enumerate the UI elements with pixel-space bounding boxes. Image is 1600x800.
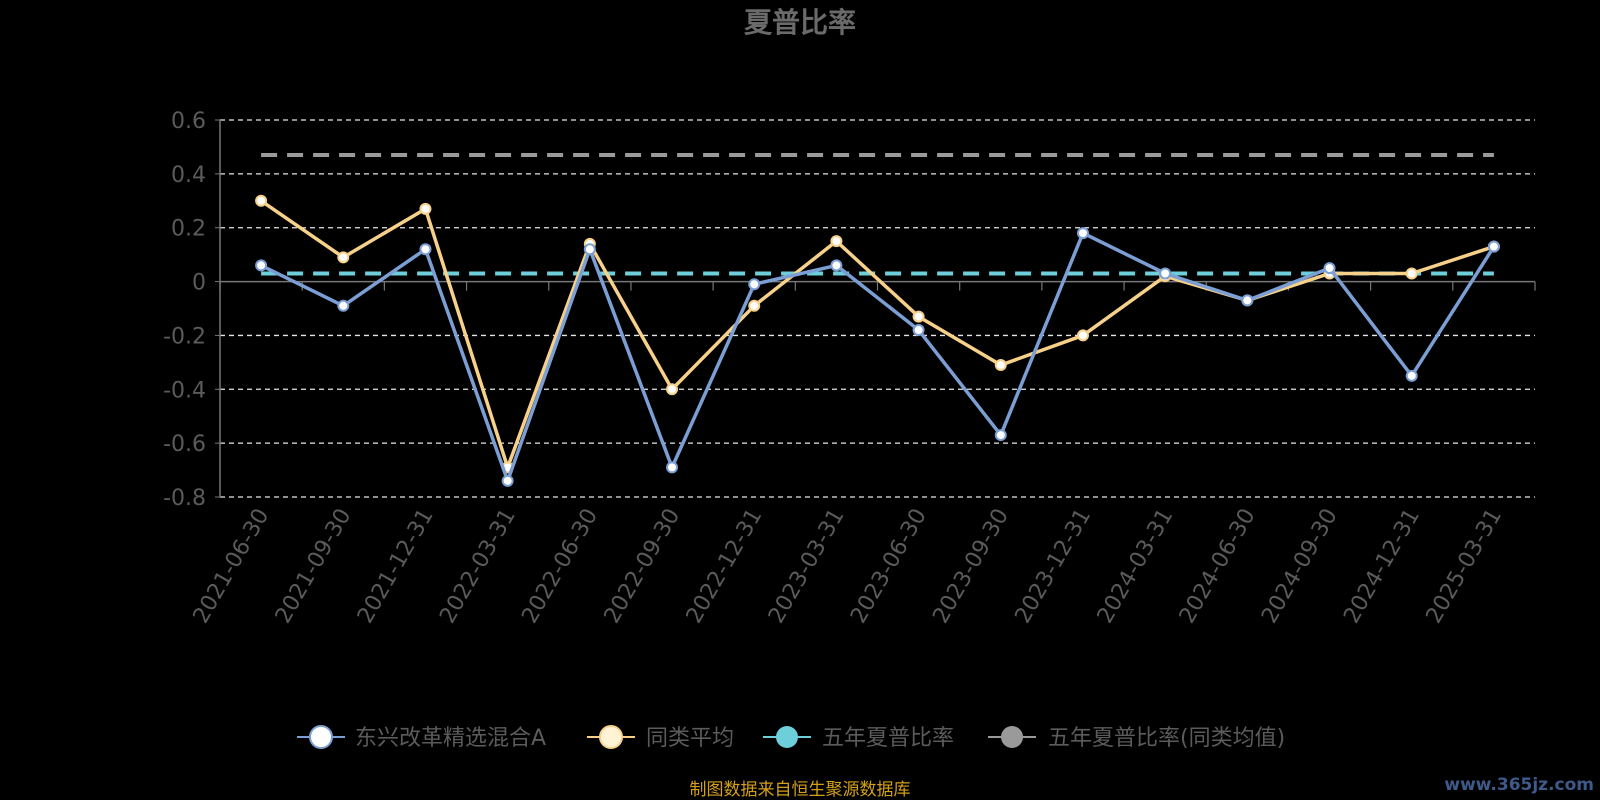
x-tick-label: 2023-12-31	[1011, 505, 1097, 628]
y-tick-label: -0.2	[163, 324, 206, 349]
legend-label-five-year-peer-sharpe: 五年夏普比率(同类均值)	[1048, 726, 1285, 751]
y-tick-label: 0.2	[171, 217, 206, 242]
x-tick-label: 2024-03-31	[1093, 505, 1179, 628]
x-tick-label: 2022-03-31	[435, 505, 521, 628]
legend-marker-five-year-peer-sharpe	[1001, 726, 1023, 748]
legend: 东兴改革精选混合A 同类平均 五年夏普比率 五年夏普比率(同类均值)	[297, 725, 1285, 751]
watermark: www.365jz.com	[1444, 775, 1594, 795]
legend-label-peer-average: 同类平均	[646, 726, 734, 751]
x-tick-label: 2021-12-31	[353, 505, 439, 628]
x-tick-label: 2021-06-30	[189, 505, 275, 628]
x-tick-label: 2022-09-30	[600, 505, 686, 628]
data-point[interactable]	[1076, 329, 1089, 342]
x-tick-label: 2024-09-30	[1257, 505, 1343, 628]
x-tick-label: 2025-03-31	[1422, 505, 1508, 628]
data-point[interactable]	[1405, 369, 1418, 382]
series-lines	[255, 194, 1500, 487]
data-point[interactable]	[1487, 240, 1500, 253]
y-tick-label: -0.8	[163, 486, 206, 511]
y-axis: 0.6 0.4 0.2 0 -0.2 -0.4 -0.6 -0.8	[163, 109, 221, 511]
legend-label-fund: 东兴改革精选混合A	[355, 726, 546, 751]
data-point[interactable]	[994, 429, 1007, 442]
legend-marker-five-year-sharpe	[776, 726, 798, 748]
x-tick-label: 2024-06-30	[1175, 505, 1261, 628]
chart-title: 夏普比率	[744, 6, 856, 39]
data-point[interactable]	[337, 299, 350, 312]
reference-lines	[261, 153, 1494, 276]
legend-marker-peer-average	[599, 725, 623, 749]
data-point[interactable]	[912, 310, 925, 323]
grid	[220, 119, 1535, 498]
y-tick-label: -0.4	[163, 378, 206, 403]
data-point[interactable]	[337, 251, 350, 264]
data-point[interactable]	[748, 278, 761, 291]
y-tick-label: 0.4	[171, 163, 206, 188]
data-point[interactable]	[830, 235, 843, 248]
y-tick-label: -0.6	[163, 432, 206, 457]
data-point[interactable]	[583, 243, 596, 256]
data-point[interactable]	[255, 259, 268, 272]
y-tick-label: 0	[192, 271, 206, 296]
x-tick-label: 2024-12-31	[1339, 505, 1425, 628]
data-point[interactable]	[1159, 267, 1172, 280]
legend-item-five-year-peer-sharpe[interactable]: 五年夏普比率(同类均值)	[988, 726, 1285, 751]
x-tick-label: 2023-06-30	[846, 505, 932, 628]
data-point[interactable]	[994, 359, 1007, 372]
data-point[interactable]	[255, 194, 268, 207]
x-tick-label: 2023-09-30	[928, 505, 1014, 628]
data-point[interactable]	[666, 461, 679, 474]
y-tick-label: 0.6	[171, 109, 206, 134]
data-point[interactable]	[1076, 227, 1089, 240]
data-point[interactable]	[1405, 267, 1418, 280]
x-tick-label: 2023-03-31	[764, 505, 850, 628]
legend-label-five-year-sharpe: 五年夏普比率	[822, 726, 954, 751]
series-line	[260, 231, 1496, 483]
legend-item-peer-average[interactable]: 同类平均	[587, 725, 734, 751]
legend-item-fund[interactable]: 东兴改革精选混合A	[297, 725, 546, 751]
data-point[interactable]	[1241, 294, 1254, 307]
legend-marker-fund	[309, 725, 333, 749]
data-point[interactable]	[666, 383, 679, 396]
x-tick-label: 2021-09-30	[271, 505, 357, 628]
legend-item-five-year-sharpe[interactable]: 五年夏普比率	[763, 726, 954, 751]
x-tick-label: 2022-06-30	[517, 505, 603, 628]
data-point[interactable]	[748, 299, 761, 312]
x-tick-label: 2022-12-31	[682, 505, 768, 628]
data-point[interactable]	[419, 202, 432, 215]
x-axis: 2021-06-302021-09-302021-12-312022-03-31…	[189, 281, 1536, 628]
data-point[interactable]	[830, 259, 843, 272]
data-point[interactable]	[912, 324, 925, 337]
series-line	[260, 199, 1495, 470]
data-point[interactable]	[419, 243, 432, 256]
data-point[interactable]	[1323, 262, 1336, 275]
data-point[interactable]	[501, 474, 514, 487]
source-note: 制图数据来自恒生聚源数据库	[690, 780, 911, 800]
